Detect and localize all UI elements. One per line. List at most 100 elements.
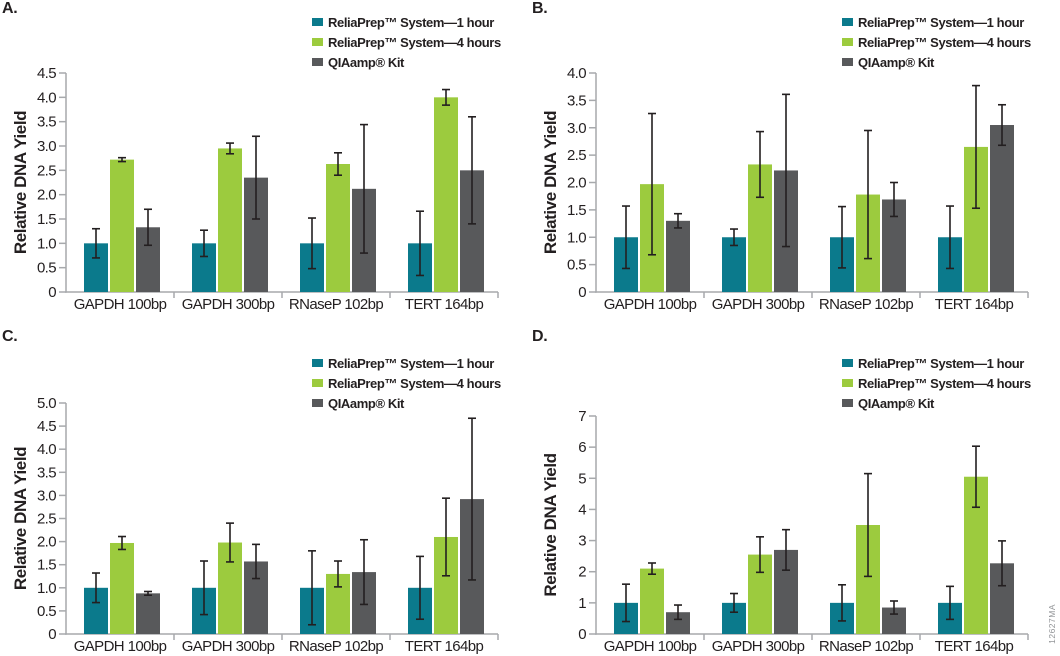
y-tick-label: 4.0 bbox=[37, 441, 56, 458]
y-tick-label: 2.5 bbox=[37, 511, 56, 528]
error-bar-series1-group4 bbox=[946, 205, 954, 270]
legend-item-label: ReliaPrep™ System—1 hour bbox=[858, 14, 1024, 30]
y-tick-label: 0 bbox=[578, 284, 586, 301]
teal-swatch-icon bbox=[842, 359, 853, 367]
panel-label-B: B. bbox=[532, 0, 548, 17]
y-axis-title: Relative DNA Yield bbox=[11, 447, 30, 590]
x-category-label: RNaseP 102bp bbox=[819, 296, 914, 313]
legend: ReliaPrep™ System—1 hour ReliaPrep™ Syste… bbox=[312, 353, 501, 413]
y-tick-label: 1.5 bbox=[37, 211, 56, 228]
y-tick-label: 5 bbox=[578, 470, 586, 487]
y-tick-label: 1.5 bbox=[567, 202, 586, 219]
legend: ReliaPrep™ System—1 hour ReliaPrep™ Syste… bbox=[842, 353, 1031, 413]
legend-item: ReliaPrep™ System—1 hour bbox=[312, 353, 501, 373]
legend-item-label: ReliaPrep™ System—1 hour bbox=[858, 355, 1024, 371]
legend-item-label: ReliaPrep™ System—4 hours bbox=[858, 34, 1031, 50]
error-bar-series2-group3 bbox=[864, 472, 872, 578]
y-tick-label: 3 bbox=[578, 533, 586, 550]
panel-label-C: C. bbox=[2, 328, 18, 345]
legend-item-label: QIAamp® Kit bbox=[858, 395, 934, 411]
error-bar-series2-group2 bbox=[756, 536, 764, 574]
x-category-label: TERT 164bp bbox=[405, 296, 484, 313]
teal-swatch-icon bbox=[312, 18, 323, 26]
legend-item: QIAamp® Kit bbox=[842, 52, 1031, 72]
legend: ReliaPrep™ System—1 hour ReliaPrep™ Syste… bbox=[842, 12, 1031, 72]
panel-label-A: A. bbox=[2, 0, 18, 17]
y-tick-label: 1.0 bbox=[37, 580, 56, 597]
x-category-label: TERT 164bp bbox=[405, 638, 484, 655]
legend-item: ReliaPrep™ System—4 hours bbox=[842, 32, 1031, 52]
y-tick-label: 1.0 bbox=[567, 229, 586, 246]
y-tick-label: 4.0 bbox=[37, 89, 56, 106]
error-bar-series3-group1 bbox=[674, 212, 682, 229]
y-tick-label: 0.5 bbox=[37, 260, 56, 277]
legend-item: QIAamp® Kit bbox=[842, 393, 1031, 413]
y-tick-label: 4.0 bbox=[567, 65, 586, 82]
y-tick-label: 0 bbox=[48, 626, 56, 643]
error-bar-series1-group4 bbox=[946, 585, 954, 621]
chart-panel-B: B. ReliaPrep™ System—1 hour ReliaPrep™ Sys… bbox=[530, 0, 1060, 326]
error-bar-series1-group2 bbox=[730, 592, 738, 614]
error-bar-series3-group2 bbox=[252, 135, 260, 220]
y-tick-label: 2.5 bbox=[37, 162, 56, 179]
error-bar-series1-group2 bbox=[200, 229, 208, 258]
error-bar-series3-group1 bbox=[144, 208, 152, 247]
y-tick-label: 6 bbox=[578, 439, 586, 456]
y-tick-label: 3.0 bbox=[37, 487, 56, 504]
x-category-label: GAPDH 100bp bbox=[604, 638, 697, 655]
bar-series3-group4 bbox=[990, 125, 1014, 292]
error-bar-series1-group3 bbox=[838, 583, 846, 622]
y-tick-label: 3.0 bbox=[567, 120, 586, 137]
x-category-label: RNaseP 102bp bbox=[819, 638, 914, 655]
error-bar-series3-group3 bbox=[890, 181, 898, 218]
legend-item-label: ReliaPrep™ System—4 hours bbox=[858, 375, 1031, 391]
panel-label-D: D. bbox=[532, 328, 548, 345]
bar-series2-group1 bbox=[640, 568, 664, 634]
y-tick-label: 4 bbox=[578, 501, 586, 518]
error-bar-series2-group2 bbox=[226, 522, 234, 563]
green-swatch-icon bbox=[842, 38, 853, 46]
x-category-label: TERT 164bp bbox=[935, 296, 1014, 313]
error-bar-series3-group4 bbox=[468, 116, 476, 225]
x-category-label: GAPDH 100bp bbox=[74, 638, 167, 655]
bar-series3-group1 bbox=[136, 593, 160, 634]
chart-panel-A: A. ReliaPrep™ System—1 hour ReliaPrep™ Sys… bbox=[0, 0, 530, 326]
y-tick-label: 0 bbox=[578, 626, 586, 643]
error-bar-series2-group2 bbox=[756, 130, 764, 199]
error-bar-series3-group2 bbox=[782, 93, 790, 248]
error-bar-series2-group4 bbox=[972, 445, 980, 509]
legend-item: QIAamp® Kit bbox=[312, 52, 501, 72]
bar-series2-group1 bbox=[110, 159, 134, 292]
green-swatch-icon bbox=[312, 38, 323, 46]
y-axis-title: Relative DNA Yield bbox=[541, 111, 560, 254]
y-tick-label: 2.0 bbox=[37, 187, 56, 204]
error-bar-series1-group1 bbox=[622, 205, 630, 270]
error-bar-series1-group2 bbox=[730, 228, 738, 247]
teal-swatch-icon bbox=[312, 359, 323, 367]
x-category-label: GAPDH 300bp bbox=[712, 638, 805, 655]
error-bar-series3-group1 bbox=[674, 604, 682, 621]
y-tick-label: 1.5 bbox=[37, 557, 56, 574]
error-bar-series3-group3 bbox=[360, 538, 368, 606]
chart-panel-C: C. ReliaPrep™ System—1 hour ReliaPrep™ Sys… bbox=[0, 326, 530, 656]
error-bar-series2-group1 bbox=[648, 112, 656, 256]
chart-panel-D: D. ReliaPrep™ System—1 hour ReliaPrep™ Sys… bbox=[530, 326, 1060, 656]
y-tick-label: 2.0 bbox=[37, 534, 56, 551]
gray-swatch-icon bbox=[312, 58, 323, 66]
legend-item-label: QIAamp® Kit bbox=[328, 395, 404, 411]
x-category-label: GAPDH 300bp bbox=[182, 296, 275, 313]
x-category-label: GAPDH 100bp bbox=[74, 296, 167, 313]
green-swatch-icon bbox=[312, 379, 323, 387]
legend-item: ReliaPrep™ System—4 hours bbox=[842, 373, 1031, 393]
y-tick-label: 1.0 bbox=[37, 235, 56, 252]
error-bar-series3-group1 bbox=[144, 590, 152, 596]
y-axis-title: Relative DNA Yield bbox=[541, 453, 560, 596]
bar-chart-D: 7 6 5 4 3 2 1 0 GAPDH 100bp GAPDH 300bp RNaseP 102… bbox=[541, 408, 1029, 655]
error-bar-series3-group3 bbox=[360, 123, 368, 254]
legend-item-label: ReliaPrep™ System—1 hour bbox=[328, 355, 494, 371]
error-bar-series2-group1 bbox=[648, 562, 656, 576]
error-bar-series2-group2 bbox=[226, 142, 234, 155]
gray-swatch-icon bbox=[842, 58, 853, 66]
x-category-label: RNaseP 102bp bbox=[289, 296, 384, 313]
error-bar-series2-group4 bbox=[442, 88, 450, 106]
